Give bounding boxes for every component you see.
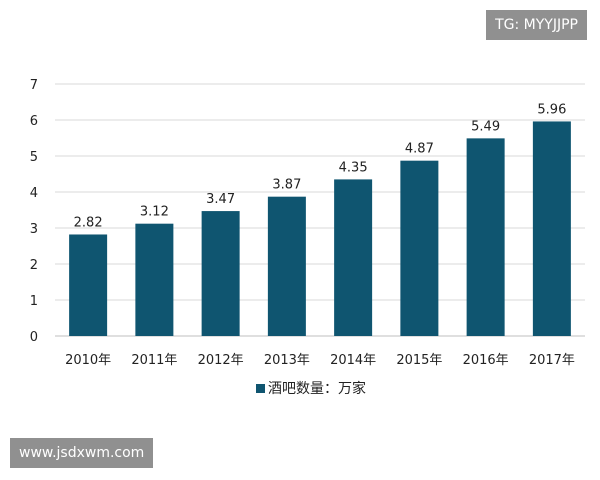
x-tick-label: 2011年 xyxy=(131,353,177,368)
x-tick-label: 2013年 xyxy=(264,353,310,368)
data-label: 4.35 xyxy=(339,160,368,175)
bars xyxy=(69,121,571,336)
y-axis-ticks: 0 1 2 3 4 5 6 7 xyxy=(30,78,38,345)
y-tick-label: 3 xyxy=(30,222,38,237)
data-label: 5.96 xyxy=(537,102,566,117)
bar xyxy=(267,196,306,336)
data-label: 3.87 xyxy=(272,178,301,193)
bar xyxy=(400,160,439,336)
bar xyxy=(334,179,373,336)
bar xyxy=(201,211,240,336)
bar xyxy=(466,138,505,336)
data-label: 4.87 xyxy=(405,142,434,157)
x-tick-label: 2017年 xyxy=(529,353,575,368)
x-axis-ticks: 2010年 2011年 2012年 2013年 2014年 2015年 2016年 2017年 xyxy=(65,353,575,368)
watermark-bottom: www.jsdxwm.com xyxy=(10,438,154,468)
y-tick-label: 5 xyxy=(30,150,38,165)
bar xyxy=(135,223,174,336)
bar xyxy=(532,121,571,336)
data-label: 3.47 xyxy=(206,192,235,207)
x-tick-label: 2010年 xyxy=(65,353,111,368)
legend: 酒吧数量：万家 xyxy=(256,380,366,397)
legend-swatch xyxy=(256,384,265,393)
value-labels: 2.82 3.12 3.47 3.87 4.35 4.87 5.49 5.96 xyxy=(74,102,567,230)
y-tick-label: 2 xyxy=(30,258,38,273)
y-tick-label: 6 xyxy=(30,114,38,129)
y-tick-label: 1 xyxy=(30,294,38,309)
grid-lines xyxy=(55,83,585,337)
bar xyxy=(69,234,108,336)
y-tick-label: 0 xyxy=(30,330,38,345)
x-tick-label: 2015年 xyxy=(396,353,442,368)
x-tick-label: 2012年 xyxy=(198,353,244,368)
data-label: 3.12 xyxy=(140,205,169,220)
data-label: 5.49 xyxy=(471,119,500,134)
x-tick-label: 2014年 xyxy=(330,353,376,368)
y-tick-label: 4 xyxy=(30,186,38,201)
y-tick-label: 7 xyxy=(30,78,38,93)
data-label: 2.82 xyxy=(74,215,103,230)
legend-label: 酒吧数量：万家 xyxy=(268,380,366,397)
watermark-top: TG: MYYJJPP xyxy=(486,10,587,40)
x-tick-label: 2016年 xyxy=(463,353,509,368)
